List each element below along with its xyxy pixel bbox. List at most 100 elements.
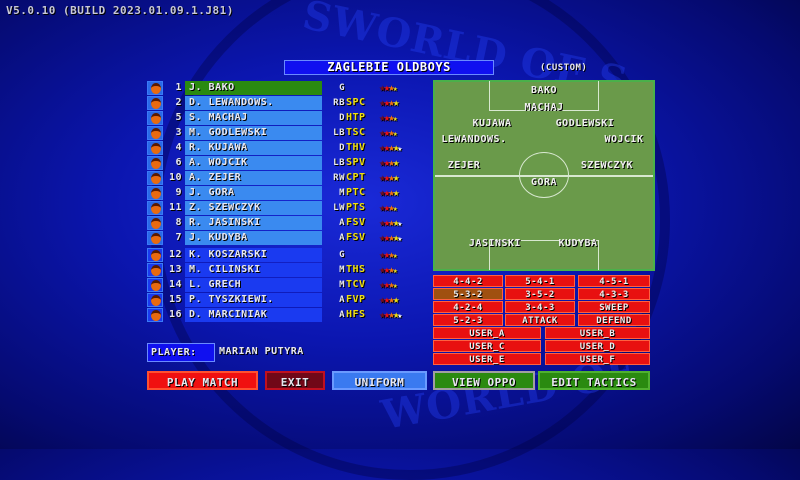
star-rating-icon: ★★★★ bbox=[379, 248, 398, 261]
shirt-number: 6 bbox=[175, 157, 182, 168]
formation-button[interactable]: ATTACK bbox=[505, 314, 575, 326]
player-name[interactable]: S. MACHAJ bbox=[185, 111, 322, 125]
star-rating-icon: ★★★★ bbox=[379, 293, 399, 306]
player-name[interactable]: M. CILINSKI bbox=[185, 263, 322, 277]
exit-button[interactable]: EXIT bbox=[265, 371, 325, 390]
player-face-icon bbox=[147, 201, 163, 215]
player-skills: SPC bbox=[346, 97, 366, 108]
formation-button[interactable]: 5-2-3 bbox=[433, 314, 503, 326]
player-name[interactable]: D. LEWANDOWS. bbox=[185, 96, 322, 110]
pitch-player[interactable]: LEWANDOWS. bbox=[441, 134, 507, 145]
player-face-icon bbox=[147, 231, 163, 245]
pitch-player[interactable]: BAKO bbox=[530, 85, 558, 96]
player-position: LW bbox=[333, 203, 345, 213]
formation-button[interactable]: SWEEP bbox=[578, 301, 650, 313]
player-name[interactable]: K. KOSZARSKI bbox=[185, 248, 322, 262]
player-name[interactable]: D. MARCINIAK bbox=[185, 308, 322, 322]
formation-button[interactable]: 5-4-1 bbox=[505, 275, 575, 287]
player-position: M bbox=[339, 188, 345, 198]
player-name[interactable]: J. BAKO bbox=[185, 81, 322, 95]
pitch-player[interactable]: ZEJER bbox=[447, 160, 481, 171]
player-name[interactable]: A. WOJCIK bbox=[185, 156, 322, 170]
player-position: A bbox=[339, 295, 345, 305]
player-name[interactable]: J. GORA bbox=[185, 186, 322, 200]
star-rating-icon: ★★★★ bbox=[379, 156, 399, 169]
player-face-icon bbox=[147, 216, 163, 230]
player-row[interactable]: 12 K. KOSZARSKI G ★★★★ bbox=[147, 248, 432, 262]
player-position: LB bbox=[333, 158, 345, 168]
user-tactic-button[interactable]: USER_A bbox=[433, 327, 541, 339]
player-row[interactable]: 8 R. JASINSKI A FSV ★★★★★ bbox=[147, 216, 432, 230]
formation-button[interactable]: DEFEND bbox=[578, 314, 650, 326]
view-oppo-button[interactable]: VIEW OPPO bbox=[433, 371, 535, 390]
player-row[interactable]: 9 J. GORA M PTC ★★★★ bbox=[147, 186, 432, 200]
player-row[interactable]: 13 M. CILINSKI M THS ★★★★ bbox=[147, 263, 432, 277]
player-skills: TSC bbox=[346, 127, 366, 138]
star-rating-icon: ★★★★ bbox=[379, 171, 399, 184]
player-name[interactable]: J. KUDYBA bbox=[185, 231, 322, 245]
formation-button[interactable]: 4-2-4 bbox=[433, 301, 503, 313]
player-position: LB bbox=[333, 128, 345, 138]
player-row[interactable]: 3 M. GODLEWSKI LB TSC ★★★★ bbox=[147, 126, 432, 140]
player-row[interactable]: 10 A. ZEJER RW CPT ★★★★ bbox=[147, 171, 432, 185]
player-name[interactable]: M. GODLEWSKI bbox=[185, 126, 322, 140]
player-name[interactable]: R. JASINSKI bbox=[185, 216, 322, 230]
player-row[interactable]: 5 S. MACHAJ D HTP ★★★★ bbox=[147, 111, 432, 125]
player-row[interactable]: 16 D. MARCINIAK A HFS ★★★★★ bbox=[147, 308, 432, 322]
star-rating-icon: ★★★★★ bbox=[379, 141, 402, 154]
shirt-number: 11 bbox=[168, 202, 182, 213]
player-name[interactable]: A. ZEJER bbox=[185, 171, 322, 185]
pitch-player[interactable]: MACHAJ bbox=[524, 102, 564, 113]
formation-button[interactable]: 5-3-2 bbox=[433, 288, 503, 300]
user-tactic-button[interactable]: USER_B bbox=[545, 327, 650, 339]
player-label: PLAYER: bbox=[147, 343, 215, 362]
player-row[interactable]: 15 P. TYSZKIEWI. A FVP ★★★★ bbox=[147, 293, 432, 307]
shirt-number: 5 bbox=[175, 112, 182, 123]
player-row[interactable]: 4 R. KUJAWA D THV ★★★★★ bbox=[147, 141, 432, 155]
shirt-number: 12 bbox=[168, 249, 182, 260]
formation-button[interactable]: 3-5-2 bbox=[505, 288, 575, 300]
pitch-player[interactable]: GODLEWSKI bbox=[555, 118, 615, 129]
formation-button[interactable]: 4-3-3 bbox=[578, 288, 650, 300]
player-face-icon bbox=[147, 278, 163, 292]
player-name[interactable]: P. TYSZKIEWI. bbox=[185, 293, 322, 307]
pitch-player[interactable]: GORA bbox=[530, 177, 558, 188]
play-match-button[interactable]: PLAY MATCH bbox=[147, 371, 258, 390]
player-row[interactable]: 2 D. LEWANDOWS. RB SPC ★★★★ bbox=[147, 96, 432, 110]
version-label: V5.0.10 (BUILD 2023.01.09.1.J81) bbox=[6, 4, 234, 17]
player-position: RW bbox=[333, 173, 345, 183]
player-row[interactable]: 1 J. BAKO G ★★★★ bbox=[147, 81, 432, 95]
shirt-number: 14 bbox=[168, 279, 182, 290]
pitch-player[interactable]: SZEWCZYK bbox=[580, 160, 634, 171]
player-row[interactable]: 7 J. KUDYBA A FSV ★★★★★ bbox=[147, 231, 432, 245]
pitch-player[interactable]: KUJAWA bbox=[472, 118, 512, 129]
uniform-button[interactable]: UNIFORM bbox=[332, 371, 427, 390]
shirt-number: 7 bbox=[175, 232, 182, 243]
penalty-box-bottom bbox=[489, 240, 599, 270]
user-tactic-button[interactable]: USER_F bbox=[545, 353, 650, 365]
player-row[interactable]: 11 Z. SZEWCZYK LW PTS ★★★★ bbox=[147, 201, 432, 215]
player-face-icon bbox=[147, 308, 163, 322]
pitch-player[interactable]: WOJCIK bbox=[604, 134, 644, 145]
player-position: RB bbox=[333, 98, 345, 108]
formation-button[interactable]: 3-4-3 bbox=[505, 301, 575, 313]
player-skills: FVP bbox=[346, 294, 366, 305]
formation-button[interactable]: 4-5-1 bbox=[578, 275, 650, 287]
star-rating-icon: ★★★★ bbox=[379, 263, 398, 276]
player-name[interactable]: L. GRECH bbox=[185, 278, 322, 292]
tactics-pitch[interactable]: BAKO MACHAJ KUJAWA GODLEWSKI LEWANDOWS. WOJCI… bbox=[433, 80, 655, 271]
player-row[interactable]: 14 L. GRECH M TCV ★★★★ bbox=[147, 278, 432, 292]
shirt-number: 4 bbox=[175, 142, 182, 153]
user-tactic-button[interactable]: USER_C bbox=[433, 340, 541, 352]
player-name[interactable]: R. KUJAWA bbox=[185, 141, 322, 155]
pitch-player[interactable]: JASINSKI bbox=[468, 238, 522, 249]
pitch-player[interactable]: KUDYBA bbox=[558, 238, 598, 249]
user-tactic-button[interactable]: USER_E bbox=[433, 353, 541, 365]
edit-tactics-button[interactable]: EDIT TACTICS bbox=[538, 371, 650, 390]
formation-button[interactable]: 4-4-2 bbox=[433, 275, 503, 287]
penalty-box-top bbox=[489, 81, 599, 111]
player-name[interactable]: Z. SZEWCZYK bbox=[185, 201, 322, 215]
user-tactic-button[interactable]: USER_D bbox=[545, 340, 650, 352]
player-position: A bbox=[339, 218, 345, 228]
player-row[interactable]: 6 A. WOJCIK LB SPV ★★★★ bbox=[147, 156, 432, 170]
